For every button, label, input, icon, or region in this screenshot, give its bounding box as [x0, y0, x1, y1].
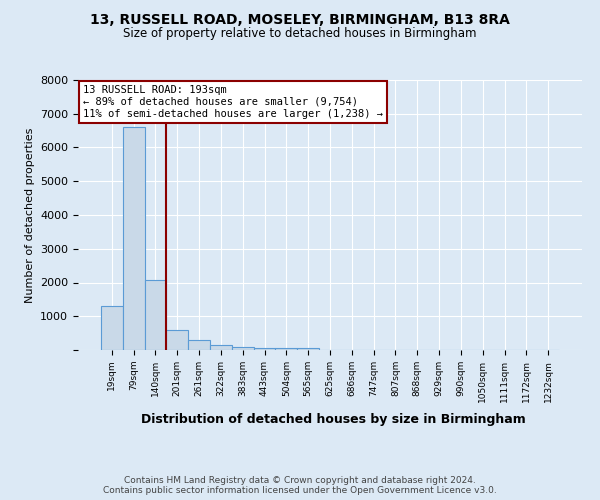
Bar: [166, 330, 188, 350]
Text: Distribution of detached houses by size in Birmingham: Distribution of detached houses by size …: [140, 412, 526, 426]
Bar: [210, 345, 232, 350]
Bar: [297, 348, 319, 350]
Text: 13, RUSSELL ROAD, MOSELEY, BIRMINGHAM, B13 8RA: 13, RUSSELL ROAD, MOSELEY, BIRMINGHAM, B…: [90, 12, 510, 26]
Bar: [275, 348, 297, 350]
Bar: [123, 127, 145, 350]
Text: 13 RUSSELL ROAD: 193sqm
← 89% of detached houses are smaller (9,754)
11% of semi: 13 RUSSELL ROAD: 193sqm ← 89% of detache…: [83, 86, 383, 118]
Y-axis label: Number of detached properties: Number of detached properties: [25, 128, 35, 302]
Text: Size of property relative to detached houses in Birmingham: Size of property relative to detached ho…: [123, 28, 477, 40]
Bar: [188, 340, 210, 350]
Bar: [145, 280, 166, 350]
Bar: [232, 348, 254, 350]
Text: Contains HM Land Registry data © Crown copyright and database right 2024.
Contai: Contains HM Land Registry data © Crown c…: [103, 476, 497, 495]
Bar: [254, 348, 275, 350]
Bar: [101, 306, 123, 350]
